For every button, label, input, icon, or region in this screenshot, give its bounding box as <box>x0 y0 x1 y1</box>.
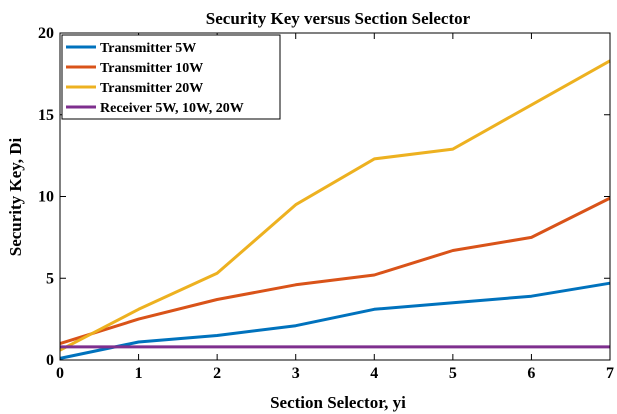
x-tick-label: 0 <box>56 365 64 382</box>
x-tick-label: 7 <box>606 365 614 382</box>
x-tick-label: 2 <box>213 365 221 382</box>
series-line-1 <box>59 196 611 346</box>
legend-label-2: Transmitter 20W <box>100 81 203 96</box>
y-tick-label: 5 <box>46 270 54 287</box>
y-tick-label: 15 <box>38 107 54 124</box>
series-line-2 <box>59 59 611 352</box>
chart-title: Security Key versus Section Selector <box>206 9 471 28</box>
x-tick-label: 3 <box>292 365 300 382</box>
legend-label-0: Transmitter 5W <box>100 41 196 56</box>
series-line-0 <box>59 281 611 360</box>
x-tick-label: 5 <box>449 365 457 382</box>
y-tick-label: 20 <box>38 25 54 42</box>
y-tick-label: 0 <box>46 352 54 369</box>
y-tick-label: 10 <box>38 189 54 206</box>
legend-label-1: Transmitter 10W <box>100 61 203 76</box>
legend-box <box>61 34 281 120</box>
x-axis-label: Section Selector, yi <box>270 393 406 412</box>
x-tick-label: 6 <box>527 365 535 382</box>
legend-label-3: Receiver 5W, 10W, 20W <box>100 101 244 116</box>
x-tick-label: 1 <box>135 365 143 382</box>
x-tick-label: 4 <box>370 365 378 382</box>
y-axis-label: Security Key, Di <box>6 137 25 256</box>
plot-area: 0 1 2 3 4 5 6 7 0 5 10 15 20 Transmitter 5W Transmitte… <box>38 25 614 382</box>
